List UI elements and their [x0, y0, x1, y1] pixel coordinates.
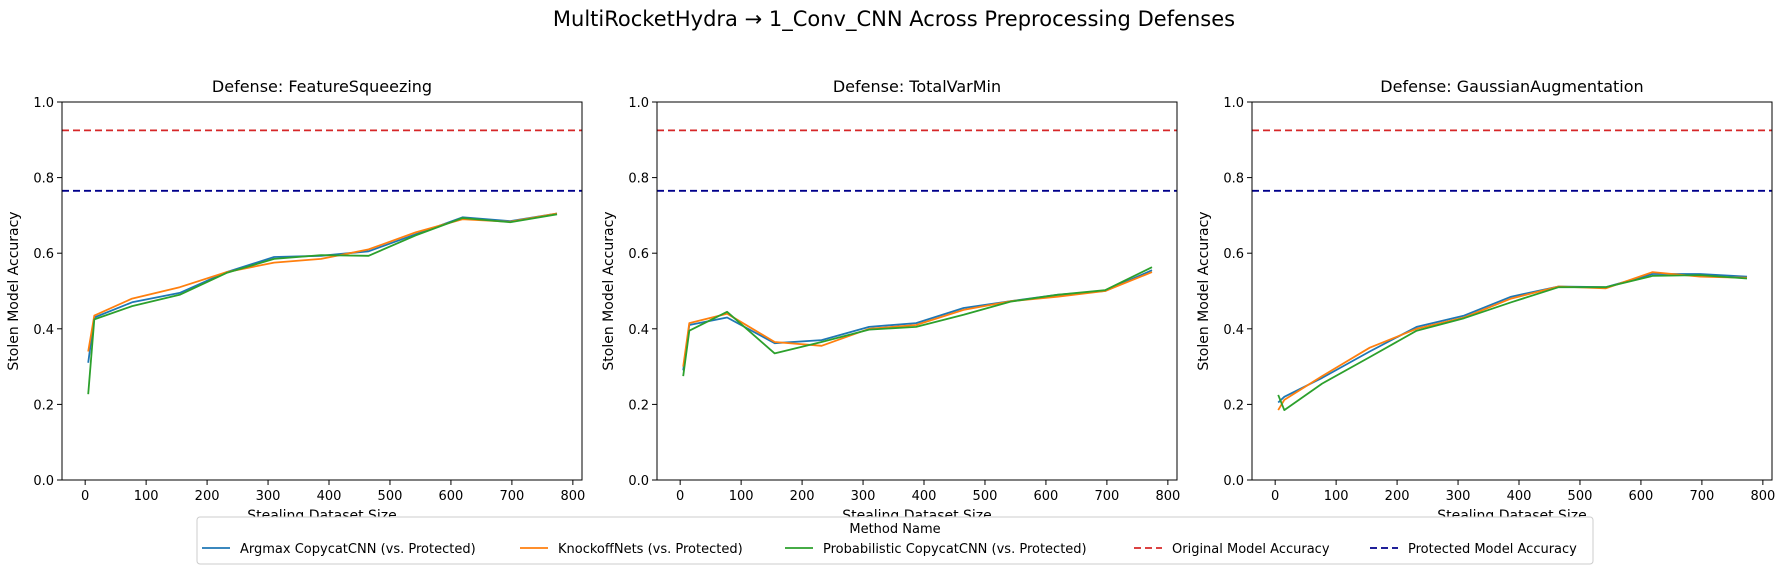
series-line-probabilistic-copycatcnn-vs-protected	[87, 213, 558, 395]
x-tick-label: 200	[1385, 489, 1410, 504]
y-tick-label: 0.4	[1223, 323, 1244, 338]
legend-label: Protected Model Accuracy	[1408, 542, 1577, 557]
y-tick-label: 1.0	[628, 96, 649, 111]
series-line-argmax-copycatcnn-vs-protected	[682, 269, 1153, 371]
x-tick-label: 400	[317, 489, 342, 504]
series-line-argmax-copycatcnn-vs-protected	[1277, 273, 1748, 404]
axes-frame	[1251, 101, 1773, 481]
axes-frame	[656, 101, 1178, 481]
y-tick-label: 0.0	[1223, 474, 1244, 489]
legend-item: Original Model Accuracy	[1134, 542, 1330, 557]
subplot-3: Defense: GaussianAugmentation 0.0 0.2 0.4 0.…	[1196, 77, 1775, 524]
legend-item: Protected Model Accuracy	[1370, 542, 1577, 557]
y-axis-label: Stolen Model Accuracy	[1196, 211, 1212, 370]
x-tick-label: 100	[134, 489, 159, 504]
legend-item: KnockoffNets (vs. Protected)	[520, 542, 743, 557]
x-tick-label: 600	[1629, 489, 1654, 504]
x-tick-label: 500	[378, 489, 403, 504]
x-tick-label: 800	[560, 489, 585, 504]
series-line-argmax-copycatcnn-vs-protected	[87, 212, 558, 363]
y-tick-label: 0.4	[628, 323, 649, 338]
x-tick-label: 100	[1324, 489, 1349, 504]
plot-area	[1252, 129, 1772, 412]
y-axis-label: Stolen Model Accuracy	[601, 211, 617, 370]
y-tick-label: 0.6	[628, 247, 649, 262]
y-tick-label: 0.8	[628, 172, 649, 187]
plot-area	[657, 129, 1177, 377]
x-tick-label: 0	[1271, 489, 1279, 504]
x-tick-label: 800	[1750, 489, 1775, 504]
legend-entries: Argmax CopycatCNN (vs. Protected) Knockof…	[202, 542, 1577, 557]
legend-title: Method Name	[849, 522, 940, 537]
y-tick-label: 1.0	[33, 96, 54, 111]
x-tick-label: 500	[1568, 489, 1593, 504]
subplot-1: Defense: FeatureSqueezing 0.0 0.2 0.4 0.6 0.8…	[6, 77, 585, 524]
series-line-probabilistic-copycatcnn-vs-protected	[682, 266, 1153, 377]
y-tick-label: 0.0	[33, 474, 54, 489]
legend-label: Probabilistic CopycatCNN (vs. Protected)	[823, 542, 1087, 557]
y-axis-label: Stolen Model Accuracy	[6, 211, 22, 370]
y-tick-label: 0.4	[33, 323, 54, 338]
y-tick-label: 1.0	[1223, 96, 1244, 111]
y-tick-label: 0.0	[628, 474, 649, 489]
subplot-title: Defense: FeatureSqueezing	[212, 77, 432, 96]
legend-frame	[196, 516, 1594, 565]
y-tick-label: 0.8	[33, 172, 54, 187]
x-tick-label: 600	[439, 489, 464, 504]
figure-title: MultiRocketHydra → 1_Conv_CNN Across Pre…	[553, 7, 1235, 32]
y-tick-label: 0.2	[628, 398, 649, 413]
x-tick-label: 500	[973, 489, 998, 504]
axes-frame	[61, 101, 583, 481]
legend-item: Argmax CopycatCNN (vs. Protected)	[202, 542, 476, 557]
x-tick-label: 300	[1446, 489, 1471, 504]
x-tick-label: 0	[81, 489, 89, 504]
x-tick-label: 200	[195, 489, 220, 504]
x-tick-label: 400	[1507, 489, 1532, 504]
subplot-title: Defense: TotalVarMin	[833, 77, 1001, 96]
x-tick-label: 600	[1034, 489, 1059, 504]
y-tick-label: 0.2	[33, 398, 54, 413]
x-tick-label: 700	[1689, 489, 1714, 504]
x-tick-label: 400	[912, 489, 937, 504]
series-line-knockoffnets-vs-protected	[87, 212, 558, 352]
legend-item: Probabilistic CopycatCNN (vs. Protected)	[785, 542, 1087, 557]
x-tick-label: 200	[790, 489, 815, 504]
x-tick-label: 300	[851, 489, 876, 504]
x-tick-label: 0	[676, 489, 684, 504]
x-tick-label: 100	[729, 489, 754, 504]
y-tick-label: 0.6	[1223, 247, 1244, 262]
y-tick-label: 0.2	[1223, 398, 1244, 413]
plot-area	[62, 129, 582, 395]
legend-label: Argmax CopycatCNN (vs. Protected)	[240, 542, 476, 557]
x-tick-label: 700	[499, 489, 524, 504]
subplot-2: Defense: TotalVarMin 0.0 0.2 0.4 0.6 0.8 1.0 0 1…	[601, 77, 1180, 524]
series-line-knockoffnets-vs-protected	[682, 271, 1153, 367]
x-tick-label: 800	[1155, 489, 1180, 504]
x-tick-label: 300	[256, 489, 281, 504]
legend: Method Name Argmax CopycatCNN (vs. Prote…	[196, 516, 1594, 565]
series-line-probabilistic-copycatcnn-vs-protected	[1277, 274, 1748, 412]
y-tick-label: 0.8	[1223, 172, 1244, 187]
x-tick-label: 700	[1094, 489, 1119, 504]
legend-label: KnockoffNets (vs. Protected)	[558, 542, 743, 557]
series-line-knockoffnets-vs-protected	[1277, 271, 1748, 411]
subplots: Defense: FeatureSqueezing 0.0 0.2 0.4 0.6 0.8…	[6, 77, 1775, 524]
legend-label: Original Model Accuracy	[1172, 542, 1330, 557]
subplot-title: Defense: GaussianAugmentation	[1380, 77, 1643, 96]
y-tick-label: 0.6	[33, 247, 54, 262]
